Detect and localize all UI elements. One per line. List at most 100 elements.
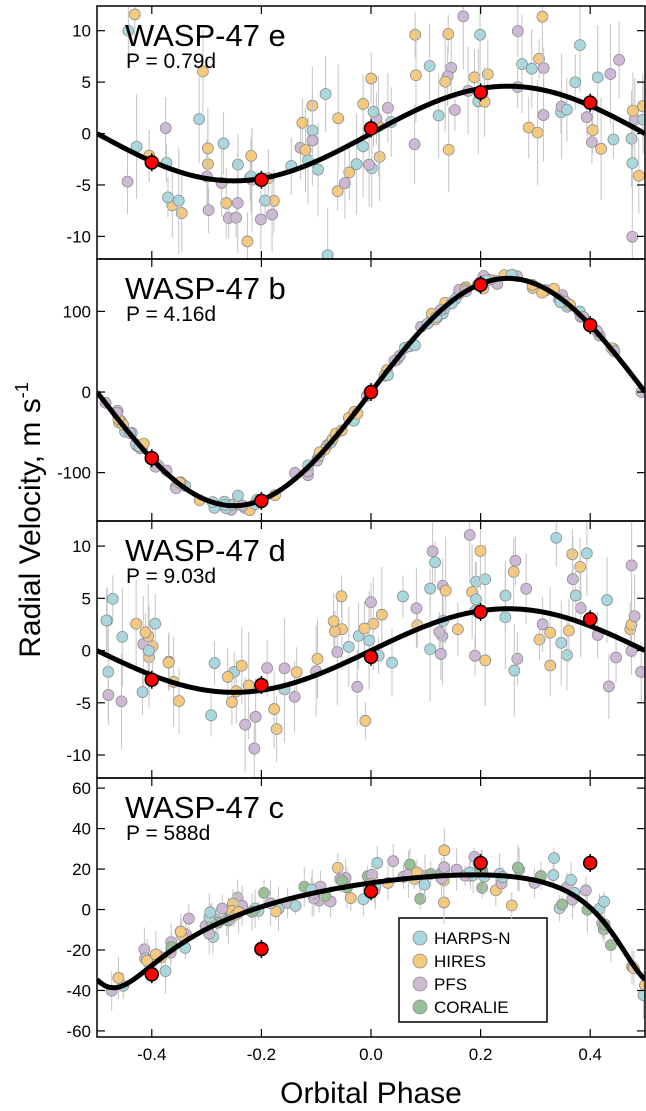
data-point [574, 602, 587, 614]
data-point [544, 626, 557, 639]
y-axis-title-superscript: -1 [12, 382, 32, 398]
data-point [331, 646, 344, 659]
data-point [550, 531, 563, 544]
data-point [442, 28, 455, 40]
data-point [136, 686, 149, 698]
data-point [245, 149, 258, 162]
data-point [128, 8, 141, 21]
data-point [433, 626, 446, 638]
y-tick-label: 10 [72, 537, 91, 556]
y-tick-label: 10 [72, 22, 91, 41]
binned-point [254, 941, 269, 957]
data-point [408, 138, 421, 151]
data-point [434, 648, 447, 660]
data-point [311, 652, 324, 665]
y-tick-label: 0 [82, 642, 91, 661]
data-point [130, 617, 143, 630]
x-axis-title: Orbital Phase [280, 1077, 462, 1110]
data-point [438, 861, 451, 874]
y-tick-label: 100 [63, 302, 91, 321]
data-point [635, 666, 645, 678]
data-point [628, 610, 641, 623]
panel-3: -10 -5 0 5 10 WASP-47 dP = 9.03d [66, 520, 646, 779]
binned-point [254, 493, 269, 509]
data-point [350, 158, 363, 171]
data-point [288, 690, 301, 703]
data-point [121, 175, 134, 188]
data-point [409, 28, 422, 41]
data-point [410, 69, 422, 82]
legend-marker [412, 999, 428, 1015]
legend-marker [412, 953, 428, 969]
y-tick-label: 0 [82, 383, 91, 402]
data-point [627, 104, 639, 117]
panel-plot-area [97, 521, 645, 778]
data-point [481, 68, 494, 81]
data-point [579, 884, 592, 897]
data-point [536, 10, 549, 23]
data-point [216, 902, 229, 915]
data-point [509, 554, 522, 567]
data-point [479, 573, 492, 586]
data-point [548, 852, 560, 865]
data-point [511, 861, 524, 874]
data-point [457, 10, 470, 23]
data-point [259, 194, 271, 207]
data-point [182, 912, 195, 925]
data-point [335, 590, 348, 603]
data-point [439, 584, 452, 597]
data-point [268, 703, 281, 715]
data-point [102, 689, 115, 701]
binned-point [363, 649, 379, 665]
data-point [595, 142, 608, 155]
data-point [449, 104, 461, 116]
data-point [463, 529, 476, 541]
data-point [261, 662, 274, 674]
data-point [221, 671, 234, 683]
y-tick-label: -5 [76, 176, 91, 195]
data-point [319, 88, 332, 100]
data-point [343, 166, 356, 179]
legend-label: HIRES [434, 952, 486, 971]
binned-point [144, 155, 160, 170]
data-point [248, 742, 261, 755]
data-point [626, 157, 639, 170]
data-point [505, 899, 518, 912]
data-point [511, 25, 524, 38]
binned-point [473, 855, 488, 871]
data-point [193, 113, 206, 126]
data-point [375, 608, 388, 621]
data-point [371, 857, 384, 869]
data-point [358, 622, 371, 635]
legend-label: PFS [434, 975, 467, 994]
binned-point [144, 967, 160, 982]
data-point [365, 596, 377, 609]
y-tick-label: -5 [76, 694, 91, 713]
binned-point [363, 884, 379, 899]
data-point [442, 143, 455, 156]
data-point [367, 105, 380, 118]
data-point [607, 133, 620, 146]
y-tick-label: -20 [66, 941, 91, 960]
data-point [100, 614, 113, 627]
data-point [438, 896, 450, 909]
data-point [565, 873, 577, 886]
y-tick-label: -60 [66, 1022, 91, 1041]
data-point [586, 124, 599, 137]
data-point [328, 625, 341, 638]
data-point [580, 547, 593, 560]
binned-point [473, 85, 488, 100]
data-point [249, 710, 262, 723]
panel-title: WASP-47 c [125, 790, 284, 825]
data-point [235, 659, 248, 672]
panel-period: P = 588d [126, 822, 210, 845]
data-point [536, 618, 549, 631]
data-point [331, 861, 344, 874]
data-point [306, 134, 319, 147]
data-point [204, 906, 217, 919]
data-point [561, 649, 573, 661]
data-point [290, 666, 303, 679]
data-point [258, 887, 270, 899]
data-point [387, 855, 400, 868]
data-point [432, 109, 445, 122]
